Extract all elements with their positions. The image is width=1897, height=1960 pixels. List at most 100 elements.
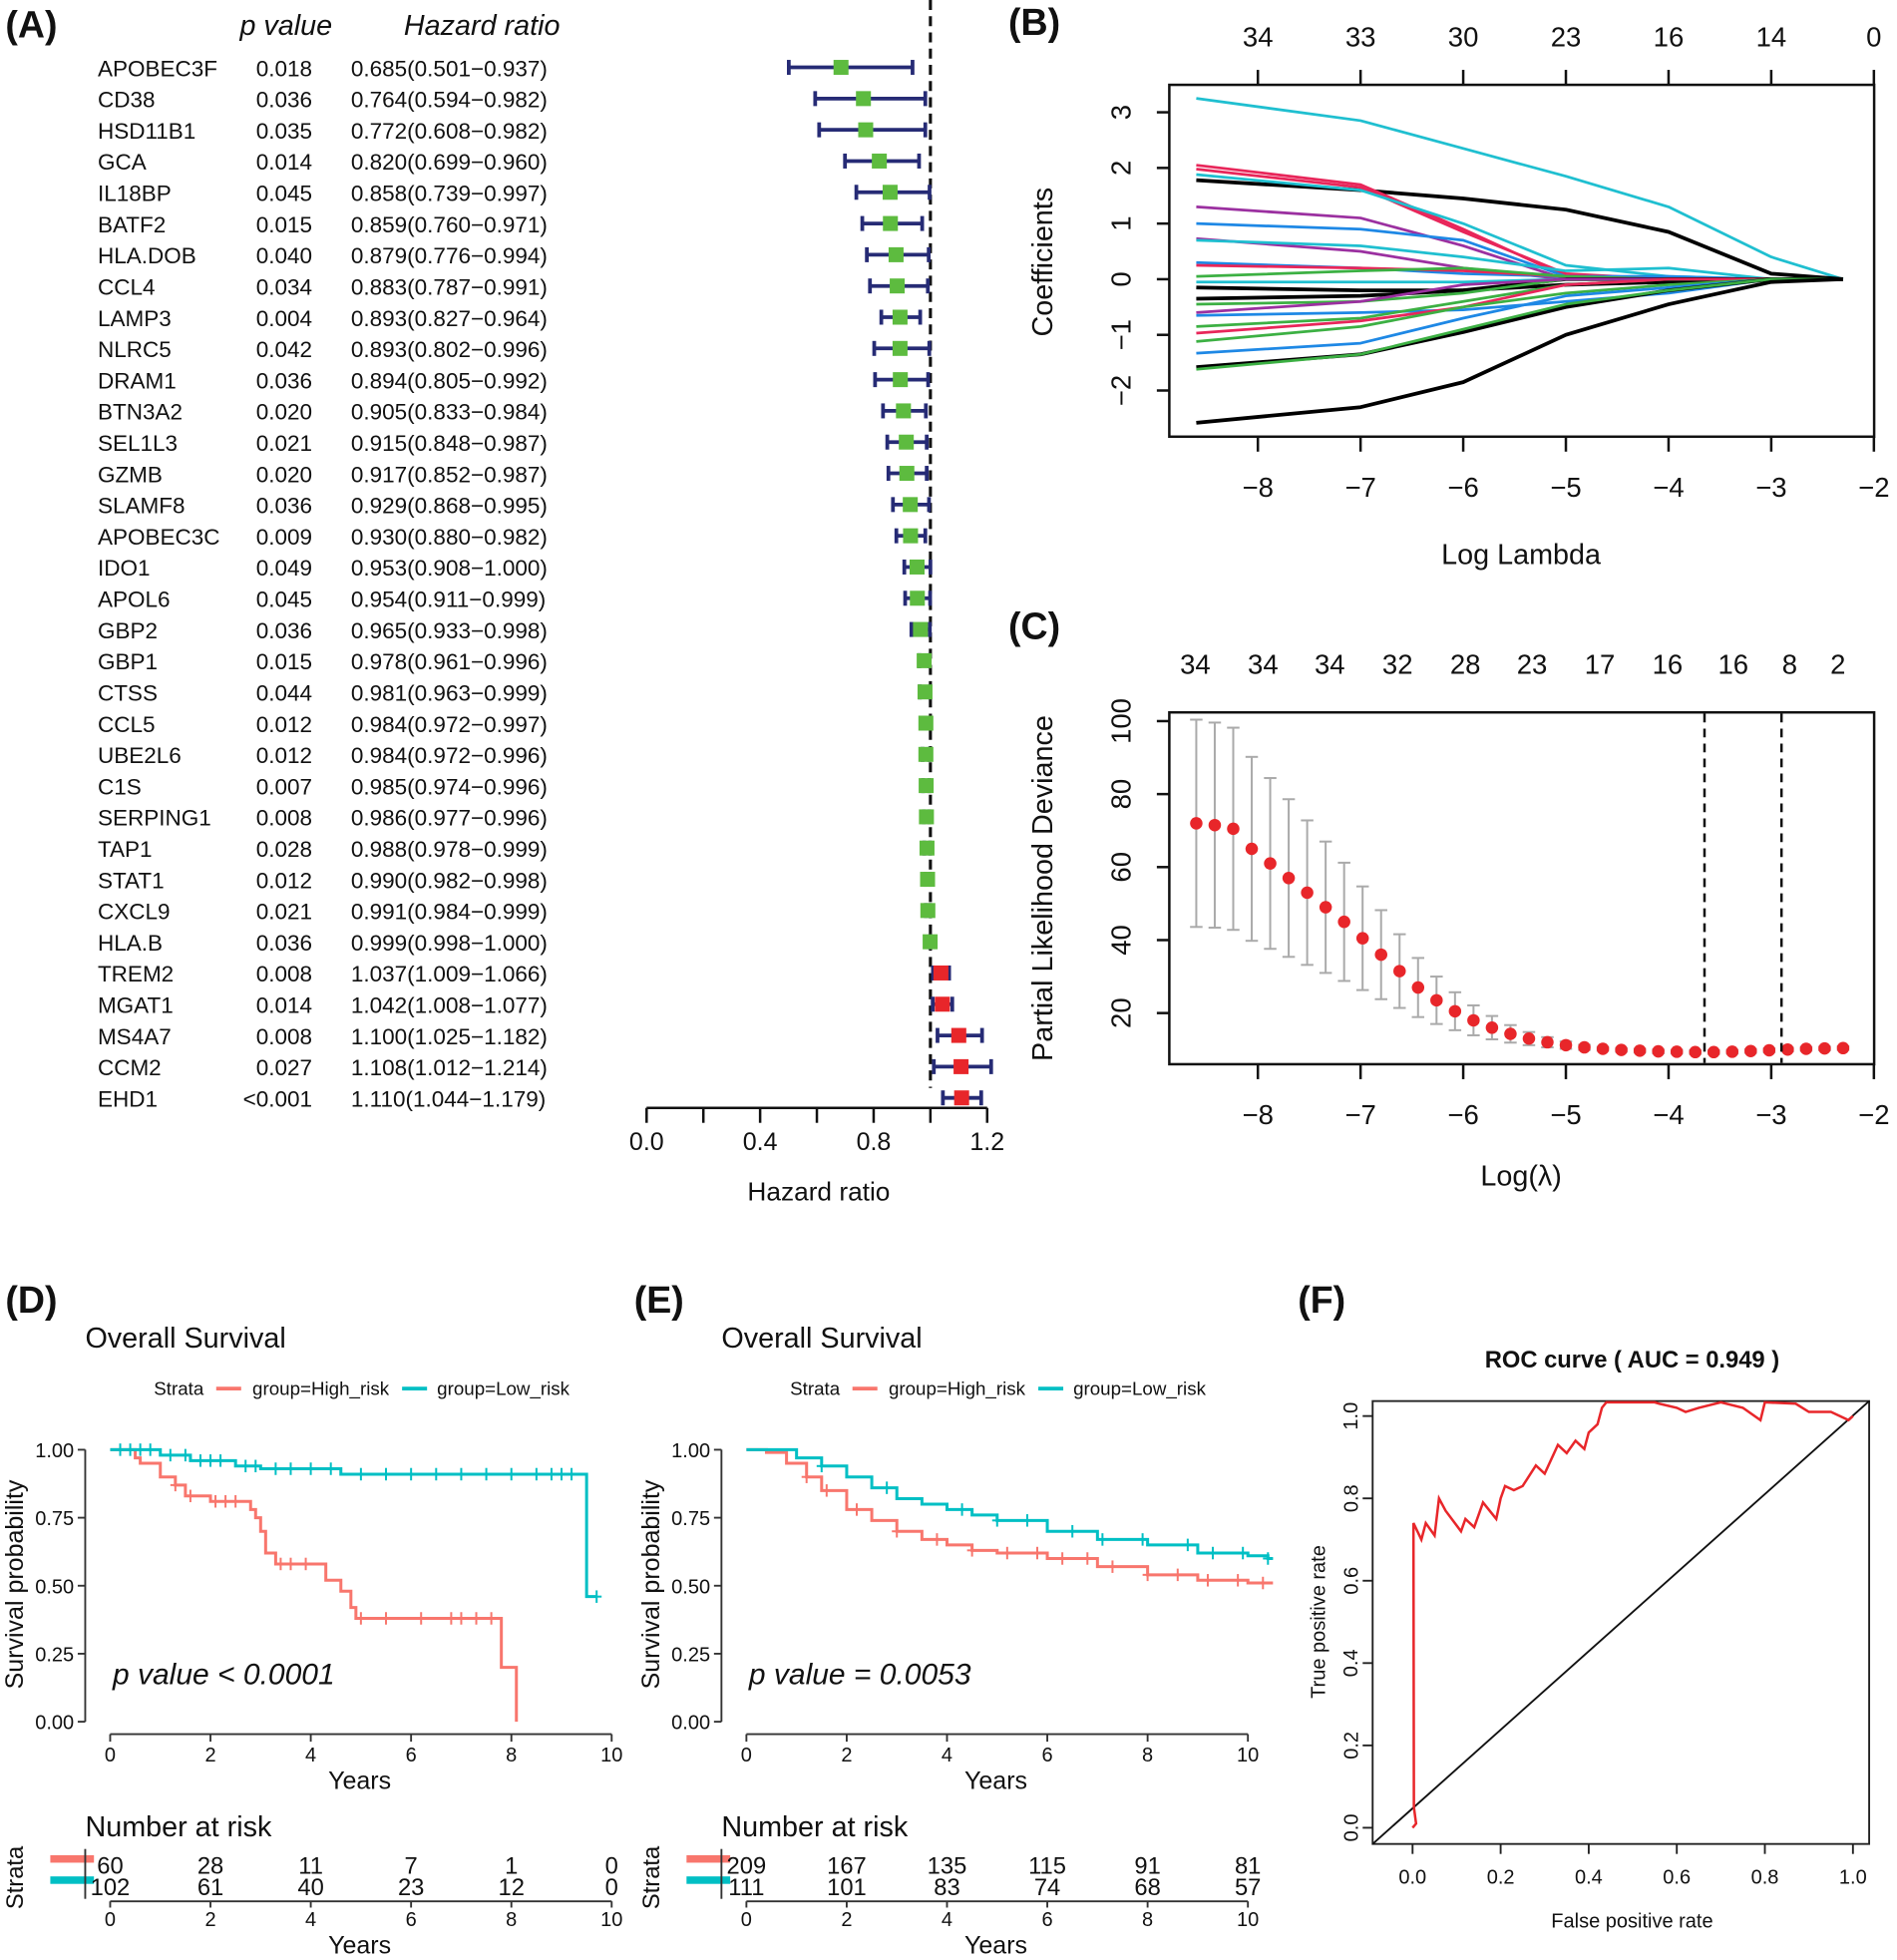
plot-title: Overall Survival [721, 1323, 922, 1355]
forest-row: MGAT1 0.014 1.042(1.008−1.077) [98, 993, 954, 1018]
hazard-ratio-text: 0.988(0.978−0.999) [351, 837, 548, 862]
forest-row: NLRC5 0.042 0.893(0.802−0.996) [98, 337, 932, 362]
hazard-ratio-text: 0.985(0.974−0.996) [351, 774, 548, 799]
risk-count-high: 81 [1235, 1853, 1261, 1880]
hazard-ratio-text: 1.108(1.012−1.214) [351, 1055, 548, 1080]
y-axis-label: Survival probability [637, 1479, 665, 1689]
deviance-point [1337, 861, 1350, 982]
hazard-ratio-text: 1.042(1.008−1.077) [351, 993, 548, 1018]
gene-name: CD38 [98, 88, 156, 113]
risk-x-tick-label: 2 [204, 1909, 215, 1931]
mean-dot [1707, 1045, 1720, 1059]
risk-count-high: 167 [827, 1853, 867, 1880]
hazard-ratio-text: 0.917(0.852−0.987) [351, 462, 548, 487]
hazard-ratio-text: 0.772(0.608−0.982) [351, 119, 548, 144]
hr-point [933, 965, 948, 980]
top-axis-label: 23 [1551, 21, 1582, 52]
forest-row: TAP1 0.028 0.988(0.978−0.999) [98, 837, 935, 862]
x-tick-label: −5 [1550, 472, 1581, 503]
forest-row: BATF2 0.015 0.859(0.760−0.971) [98, 212, 925, 237]
p-value: 0.034 [256, 274, 312, 299]
p-value: 0.036 [256, 494, 312, 519]
p-value: 0.012 [256, 743, 312, 768]
hazard-ratio-text: 1.037(1.009−1.066) [351, 962, 548, 986]
gene-name: GBP1 [98, 649, 158, 674]
plot-title: ROC curve ( AUC = 0.949 ) [1485, 1347, 1779, 1373]
mean-dot [1504, 1027, 1517, 1040]
deviance-point [1411, 957, 1425, 1018]
y-tick-label: −2 [1106, 375, 1137, 406]
hazard-ratio-text: 0.999(0.998−1.000) [351, 931, 548, 956]
hazard-ratio-text: 0.915(0.848−0.987) [351, 431, 548, 456]
hr-point [892, 340, 908, 356]
mean-dot [1393, 965, 1406, 978]
x-tick-label: 8 [506, 1745, 517, 1766]
forest-row: APOL6 0.045 0.954(0.911−0.999) [98, 588, 933, 612]
p-value: 0.012 [256, 868, 312, 893]
mean-dot [1282, 872, 1296, 885]
risk-count-low: 111 [728, 1874, 764, 1901]
deviance-point [1264, 777, 1277, 951]
p-value: 0.045 [256, 182, 312, 206]
p-value: 0.004 [256, 306, 312, 331]
y-tick-label: 80 [1106, 779, 1137, 810]
deviance-point [1467, 1003, 1480, 1036]
y-axis-label: Coefficients [1027, 188, 1059, 337]
risk-count-low: 102 [91, 1874, 131, 1901]
gene-name: APOL6 [98, 588, 171, 612]
risk-count-high: 0 [605, 1853, 618, 1880]
y-tick-label: 3 [1106, 105, 1137, 120]
gene-name: TREM2 [98, 962, 174, 986]
panel-label-D: (D) [5, 1279, 57, 1321]
hr-point [883, 215, 899, 231]
mean-dot [1725, 1045, 1739, 1058]
hazard-ratio-text: 0.893(0.827−0.964) [351, 306, 548, 331]
risk-x-tick-label: 4 [942, 1909, 952, 1931]
x-tick-label: 6 [1042, 1745, 1053, 1766]
survival-curve-low [110, 1447, 597, 1599]
top-axis-label: 34 [1180, 648, 1211, 679]
p-value: 0.015 [256, 212, 312, 237]
hazard-ratio-text: 0.905(0.833−0.984) [351, 400, 548, 425]
risk-x-tick-label: 0 [105, 1909, 116, 1931]
deviance-point [1227, 726, 1240, 932]
y-tick-label: 2 [1106, 161, 1137, 176]
x-tick-label: 2 [204, 1745, 215, 1766]
deviance-point [1541, 1035, 1554, 1049]
top-axis-label: 30 [1448, 21, 1479, 52]
p-value: 0.035 [256, 119, 312, 144]
risk-count-low: 23 [398, 1874, 424, 1901]
hr-point [920, 903, 936, 919]
forest-row: UBE2L6 0.012 0.984(0.972−0.996) [98, 743, 934, 768]
x-tick-label: −6 [1447, 472, 1478, 503]
risk-swatch-high [686, 1854, 731, 1863]
gene-name: CTSS [98, 680, 158, 705]
mean-dot [1541, 1035, 1554, 1049]
coefficient-path [1196, 277, 1844, 425]
y-tick-label: 0.4 [1340, 1649, 1362, 1677]
p-value: 0.008 [256, 1024, 312, 1049]
y-tick-label: 100 [1106, 698, 1137, 744]
mean-dot [1559, 1038, 1573, 1052]
risk-swatch-low [50, 1876, 95, 1884]
p-value: 0.021 [256, 431, 312, 456]
survival-curve-high [746, 1447, 1274, 1585]
hr-point [918, 715, 934, 731]
y-tick-label: 0.00 [35, 1713, 74, 1735]
risk-swatch-high [50, 1854, 95, 1863]
hr-point [903, 528, 919, 544]
forest-row: EHD1 <0.001 1.110(1.044−1.179) [98, 1086, 983, 1111]
p-value-annotation: p value = 0.0053 [748, 1659, 971, 1692]
forest-row: SEL1L3 0.021 0.915(0.848−0.987) [98, 431, 930, 456]
risk-strata-label: Strata [2, 1845, 29, 1909]
x-tick-label: 1.0 [1839, 1867, 1867, 1889]
mean-dot [1818, 1041, 1831, 1055]
hazard-ratio-text: 0.954(0.911−0.999) [351, 588, 546, 612]
deviance-point [1744, 1044, 1757, 1057]
gene-name: GBP2 [98, 618, 158, 643]
diagonal-reference [1371, 1399, 1870, 1845]
y-tick-label: 20 [1106, 997, 1137, 1028]
hr-point [950, 1027, 966, 1043]
hazard-ratio-text: 0.879(0.776−0.994) [351, 243, 548, 268]
mean-dot [1744, 1044, 1757, 1057]
